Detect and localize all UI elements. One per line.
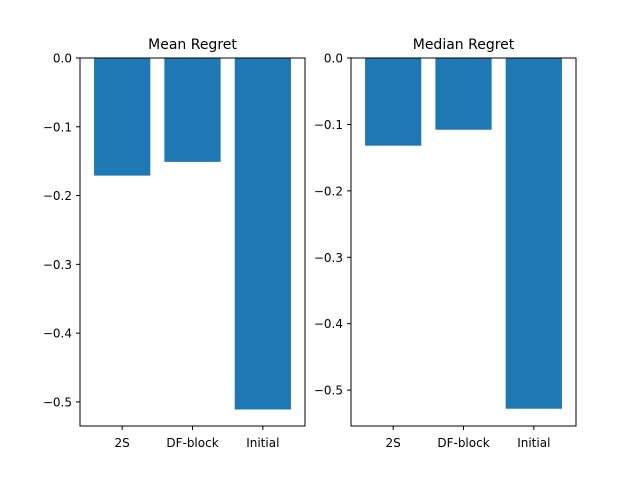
mean-ytick-label: −0.1	[43, 120, 72, 134]
mean-xtick-label: 2S	[115, 436, 130, 450]
median-ytick-label: −0.2	[314, 184, 343, 198]
median-ytick-label: −0.3	[314, 251, 343, 265]
median-ytick-label: 0.0	[324, 52, 343, 66]
mean-bar-2s	[94, 58, 151, 176]
mean-bar-initial	[234, 58, 291, 410]
median-xtick-label: Initial	[517, 436, 550, 450]
median-ytick-label: −0.1	[314, 118, 343, 132]
mean-chart-title: Mean Regret	[148, 37, 237, 53]
median-xtick-label: DF-block	[437, 436, 489, 450]
mean-ytick-label: −0.2	[43, 189, 72, 203]
mean-ytick-label: −0.3	[43, 258, 72, 272]
mean-ytick-label: −0.5	[43, 395, 72, 409]
mean-xtick-label: Initial	[246, 436, 279, 450]
mean-ytick-label: 0.0	[53, 52, 72, 66]
median-bar-df-block	[435, 58, 492, 130]
median-ytick-label: −0.4	[314, 317, 343, 331]
median-ytick-label: −0.5	[314, 384, 343, 398]
mean-xtick-label: DF-block	[166, 436, 218, 450]
mean-ytick-label: −0.4	[43, 327, 72, 341]
median-xtick-label: 2S	[386, 436, 401, 450]
median-chart-title: Median Regret	[413, 37, 515, 53]
mean-regret-chart: 0.0 −0.1 −0.2 −0.3 −0.4 −0.5 2S DF-block Initial…	[43, 37, 306, 450]
median-regret-chart: 0.0 −0.1 −0.2 −0.3 −0.4 −0.5 2S DF-block Initial…	[314, 37, 577, 450]
mean-bar-df-block	[164, 58, 221, 162]
median-bar-initial	[505, 58, 562, 409]
median-bar-2s	[365, 58, 422, 146]
